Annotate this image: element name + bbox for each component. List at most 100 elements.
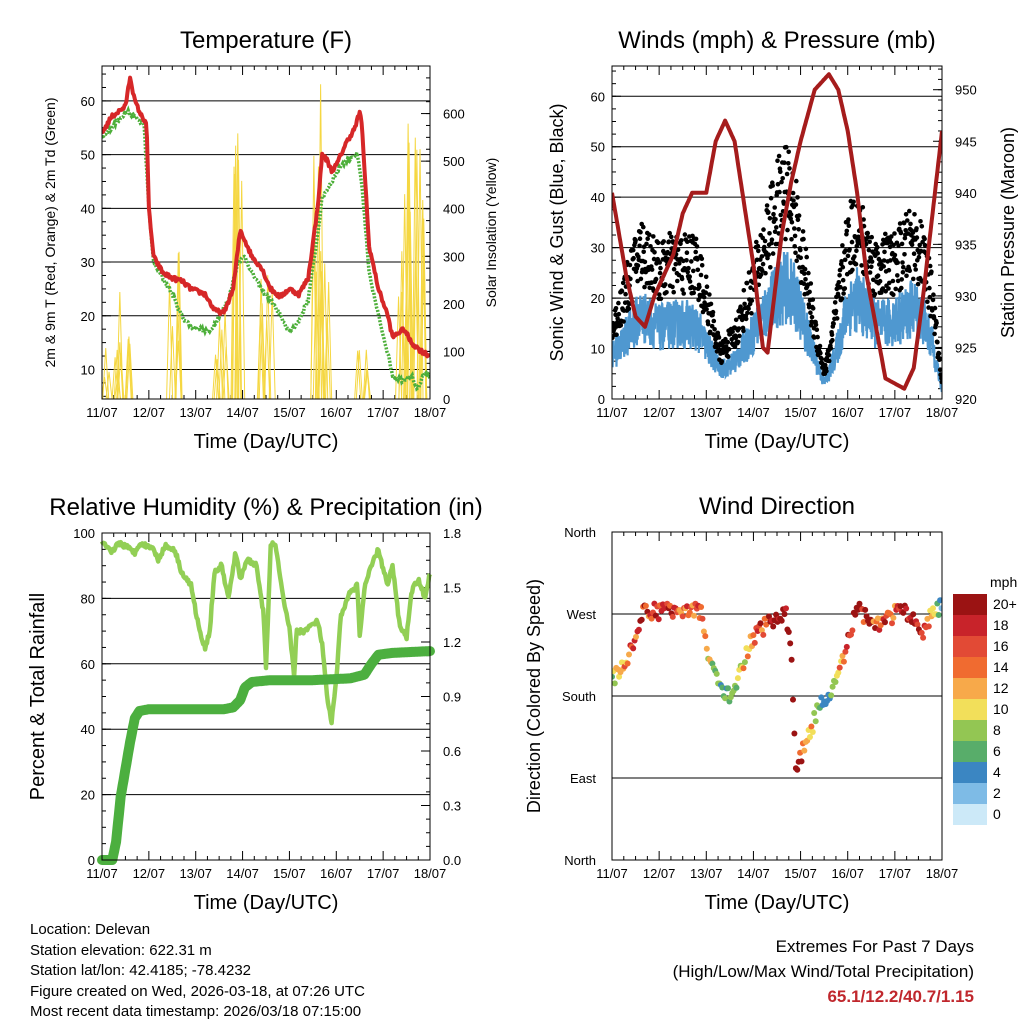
gust-point [859,263,864,268]
gust-point [806,270,811,276]
gust-point [818,350,823,356]
gust-point [939,375,942,381]
gust-point [682,232,688,237]
gust-point [937,367,942,372]
temp-ytick-right-label: 500 [443,154,465,169]
solar-spike [174,340,182,399]
rh-ytick-label: 40 [81,722,95,737]
pressure-series [612,72,942,391]
wind-plot [612,72,942,393]
gust-point [837,273,842,278]
direction-point [890,614,897,621]
gust-point [679,238,684,243]
gust-point [839,296,845,301]
direction-series [612,597,942,773]
gust-point [756,248,761,254]
gust-point [922,236,927,242]
gust-point [900,260,905,265]
gust-point [667,230,672,236]
gust-point [745,310,750,316]
gust-point [911,251,917,256]
direction-point [740,665,747,672]
direction-point [787,640,794,647]
gust-point [918,219,923,224]
solar-spike [126,343,134,399]
gust-point [671,266,677,272]
gust-point [767,231,772,236]
gust-point [910,230,916,235]
wind-xtick-label: 17/07 [879,405,912,420]
gust-point [689,259,694,264]
wind-ytick-label: 30 [591,241,605,256]
direction-point [877,622,884,629]
rh-frame [101,532,431,861]
gust-point [748,285,753,291]
gust-point [856,234,861,240]
dir-xlabel: Time (Day/UTC) [705,892,850,914]
speed-colorbar: mph 20+ 18 16 14 12 10 8 6 4 2 0 [953,574,1017,825]
gust-point [870,288,876,294]
gust-point [903,212,909,217]
gust-point [792,226,797,231]
gust-point [760,268,765,274]
rh-xtick-label: 14/07 [226,866,259,881]
gust-point [716,347,721,352]
direction-point [691,612,697,619]
gust-point [664,290,669,295]
rh-ylabel: Percent & Total Rainfall [27,593,49,801]
gust-point [770,251,776,256]
gust-point [766,209,771,215]
wind-ytick-right-label: 925 [955,340,977,355]
direction-point [624,660,631,667]
gust-point [831,321,836,327]
gust-point [687,274,692,279]
gust-point [842,257,848,263]
gust-point [892,252,898,258]
gust-point [670,284,675,290]
gust-point [800,229,806,234]
solar-spike [222,346,230,399]
gust-point [770,183,775,188]
gust-point [616,300,621,306]
gust-point [685,239,690,244]
gust-point [875,273,881,279]
gust-point [804,254,809,260]
rh-ytick-label: 20 [81,788,95,803]
gust-point [695,267,701,273]
temp-xtick-label: 12/07 [133,405,166,420]
colorbar-swatch [953,699,987,720]
solar-spike [124,338,132,399]
temp-ytick-label: 40 [81,201,95,216]
gust-point [932,305,938,311]
direction-point [876,626,883,633]
rh-ytick-right-label: 0.6 [443,744,461,759]
gust-point [840,277,846,283]
gust-point [938,372,942,377]
wind-ylabel: Sonic Wind & Gust (Blue, Black) [547,103,567,361]
direction-point [757,620,764,627]
gust-point [883,289,888,294]
gust-point [905,218,910,223]
gust-point [665,249,670,255]
dir-xtick-label: 12/07 [643,866,676,881]
solar-spike [413,149,421,399]
direction-point [829,683,836,690]
temp-frame [101,65,431,400]
dir-xtick-label: 16/07 [831,866,864,881]
gust-point [916,254,922,260]
gust-point [763,270,768,276]
colorbar-title: mph [990,574,1017,590]
wind-ytick-right-label: 950 [955,83,977,98]
gust-point [850,267,855,273]
direction-point [713,670,720,677]
gust-point [655,240,661,246]
wind-xtick-label: 13/07 [690,405,723,420]
gust-point [881,258,887,263]
gust-point [695,257,700,262]
gust-point [680,287,685,293]
solar-spike [218,329,226,399]
wind-frame [611,65,943,400]
dewpoint-series [102,105,430,392]
gust-point [808,281,814,286]
solar-spike [216,321,224,399]
